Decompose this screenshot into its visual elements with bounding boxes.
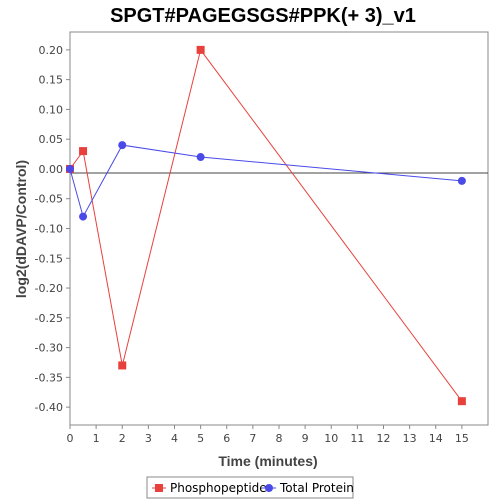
y-tick-label: -0.40 — [35, 401, 63, 414]
x-axis-label: Time (minutes) — [218, 453, 317, 469]
y-tick-label: 0.15 — [39, 74, 64, 87]
data-point — [196, 153, 205, 162]
y-tick-label: -0.35 — [35, 371, 63, 384]
x-tick-label: 1 — [93, 432, 100, 445]
data-point — [79, 147, 88, 156]
series-layer — [66, 45, 466, 406]
x-tick-label: 10 — [324, 432, 338, 445]
y-tick-label: -0.10 — [35, 223, 63, 236]
y-tick-label: -0.05 — [35, 193, 63, 206]
x-tick-label: 15 — [455, 432, 469, 445]
y-tick-label: -0.25 — [35, 312, 63, 325]
x-tick-label: 5 — [197, 432, 204, 445]
y-tick-label: 0.20 — [39, 44, 64, 57]
x-tick-label: 4 — [171, 432, 178, 445]
chart-title: SPGT#PAGEGSGS#PPK(+ 3)_v1 — [110, 5, 416, 27]
y-tick-label: -0.20 — [35, 282, 63, 295]
x-tick-label: 2 — [119, 432, 126, 445]
data-point — [118, 361, 127, 370]
y-axis-label: log2(dDAVP/Control) — [13, 160, 29, 298]
data-point — [66, 164, 74, 173]
legend: Phosphopeptide Total Protein — [146, 476, 354, 499]
x-tick-label: 11 — [350, 432, 364, 445]
y-axis: 0.20 0.15 0.10 0.05 0.00 -0.05 -0.10 -0.15 -0.20… — [35, 44, 70, 414]
legend-label: Phosphopeptide — [170, 481, 267, 495]
x-tick-label: 8 — [276, 432, 283, 445]
x-axis: 0 1 2 3 4 5 6 7 8 9 10 11 12 13 14 15 — [67, 425, 469, 445]
data-point — [457, 176, 466, 185]
data-point — [457, 397, 466, 406]
x-tick-label: 7 — [249, 432, 256, 445]
x-tick-label: 9 — [302, 432, 309, 445]
data-point — [118, 141, 127, 150]
x-tick-label: 13 — [403, 432, 417, 445]
legend-marker-circle — [265, 484, 273, 492]
y-tick-label: -0.15 — [35, 252, 63, 265]
y-tick-label: 0.10 — [39, 103, 64, 116]
x-tick-label: 0 — [67, 432, 74, 445]
legend-box — [146, 476, 354, 499]
plot-area — [69, 31, 489, 426]
legend-label: Total Protein — [279, 481, 354, 495]
legend-marker-square — [155, 484, 163, 492]
x-tick-label: 3 — [145, 432, 152, 445]
y-tick-label: 0.00 — [39, 163, 64, 176]
x-tick-label: 6 — [223, 432, 230, 445]
x-tick-label: 14 — [429, 432, 443, 445]
data-point — [196, 45, 205, 54]
x-tick-label: 12 — [377, 432, 391, 445]
y-tick-label: -0.30 — [35, 342, 63, 355]
y-tick-label: 0.05 — [39, 133, 64, 146]
data-point — [79, 212, 88, 221]
